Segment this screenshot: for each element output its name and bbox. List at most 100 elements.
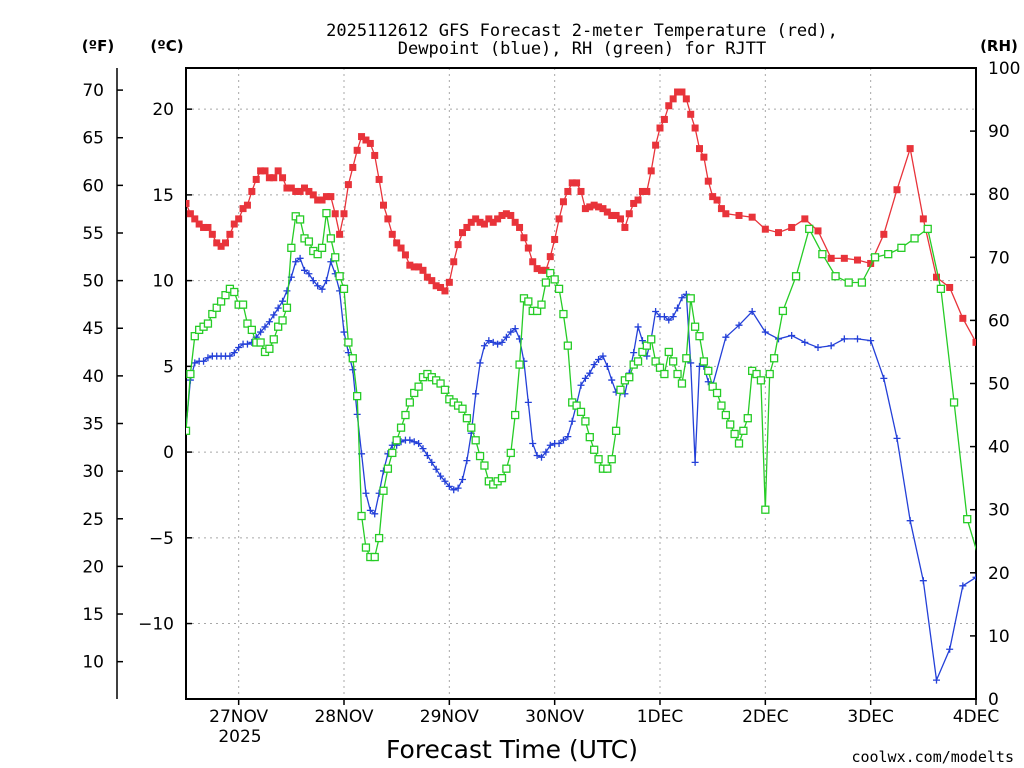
rh-point: [638, 347, 647, 357]
rh-point: [743, 414, 752, 423]
dewpoint-point: [748, 307, 756, 315]
temperature-point: [533, 265, 541, 273]
celsius-tick-label: 5: [163, 357, 174, 377]
temperature-point: [432, 282, 440, 290]
rh-tick-label: 10: [988, 627, 1010, 647]
rh-point: [317, 243, 327, 252]
temperature-point: [854, 256, 861, 264]
dewpoint-point: [603, 362, 611, 370]
axes: 27NOV 28NOV 29NOV 30NOV 1DEC 2DEC 3DEC 4DEC −10 −…: [82, 59, 1020, 727]
dewpoint-point: [533, 452, 541, 460]
temperature-point: [678, 88, 686, 96]
temperature-point: [502, 210, 510, 218]
rh-point: [370, 552, 379, 562]
dewpoint-line: [186, 257, 976, 683]
dewpoint-point: [283, 287, 291, 295]
dewpoint-point: [279, 297, 287, 305]
dewpoint-point: [577, 381, 585, 389]
dewpoint-point: [476, 359, 484, 367]
rh-point: [726, 420, 735, 429]
fahrenheit-tick-label: 65: [82, 129, 104, 149]
temperature-point: [243, 201, 251, 209]
dewpoint-point: [366, 506, 374, 514]
rh-point: [655, 363, 665, 372]
rh-point: [256, 338, 265, 347]
rh-point: [752, 369, 761, 379]
dewpoint-point: [722, 333, 730, 341]
temperature-point: [665, 102, 673, 110]
temperature-point: [577, 187, 585, 195]
fahrenheit-tick-label: 15: [82, 605, 104, 625]
temperature-point: [186, 199, 190, 207]
temperature-point: [704, 177, 712, 185]
rh-point: [805, 224, 814, 234]
temperature-point: [459, 229, 466, 237]
rh-point: [791, 272, 801, 281]
x-tick-label: 28NOV: [314, 707, 373, 727]
rh-point: [660, 369, 669, 379]
temperature-point: [222, 239, 229, 247]
dewpoint-point: [507, 328, 515, 336]
temperature-point: [204, 223, 212, 231]
temperature-point: [674, 88, 682, 96]
rh-point: [607, 455, 616, 464]
rh-point: [594, 455, 603, 464]
rh-point: [295, 215, 305, 224]
temperature-point: [700, 153, 708, 161]
rh-point: [923, 224, 932, 234]
temperature-point: [419, 266, 427, 274]
temperature-point: [713, 196, 721, 204]
temperature-point: [788, 223, 796, 231]
temperature-point: [722, 210, 730, 218]
rh-point: [440, 385, 450, 394]
temperature-point: [480, 220, 488, 228]
dewpoint-point: [893, 434, 901, 442]
temperature-point: [467, 218, 475, 226]
temperature-point: [301, 184, 308, 192]
dewpoint-point: [788, 331, 796, 339]
dewpoint-point: [840, 335, 848, 343]
dewpoint-point: [669, 313, 677, 321]
x-tick-label: 4DEC: [953, 707, 1000, 727]
dewpoint-point: [933, 676, 940, 684]
dewpoint-point: [555, 440, 563, 448]
temperature-point: [511, 218, 519, 226]
temperature-point: [340, 210, 348, 218]
temperature-point: [555, 215, 563, 223]
temperature-point: [257, 167, 265, 175]
dewpoint-point: [814, 343, 822, 351]
rh-point: [611, 426, 621, 435]
temperature-point: [226, 230, 234, 238]
rh-point: [405, 398, 414, 407]
dewpoint-point: [634, 323, 642, 331]
celsius-tick-label: 20: [152, 100, 174, 120]
dewpoint-point: [867, 337, 875, 345]
rh-point: [550, 275, 559, 284]
dewpoint-point: [827, 342, 835, 350]
temperature-point: [972, 338, 976, 346]
rh-point: [247, 325, 256, 335]
temperature-point: [507, 211, 515, 219]
dewpoint-point: [265, 318, 273, 326]
dewpoint-point: [608, 376, 616, 384]
temperature-point: [213, 239, 221, 247]
temperature-point: [252, 175, 260, 183]
temperature-point: [384, 215, 392, 223]
rh-point: [238, 300, 248, 309]
rh-point: [717, 401, 726, 410]
series-layer: [186, 88, 976, 684]
dewpoint-point: [301, 266, 308, 274]
temperature-point: [441, 287, 449, 295]
dewpoint-point: [674, 304, 682, 312]
celsius-tick-label: −10: [138, 615, 174, 635]
rh-point: [208, 309, 217, 319]
dewpoint-point: [494, 340, 502, 348]
temperature-point: [318, 196, 326, 204]
temperature-point: [437, 283, 445, 291]
dewpoint-point: [959, 582, 967, 590]
rh-point: [506, 448, 515, 458]
temperature-point: [494, 215, 502, 223]
temperature-point: [445, 278, 453, 286]
x-tick-label: 30NOV: [525, 707, 584, 727]
temperature-point: [669, 95, 677, 103]
